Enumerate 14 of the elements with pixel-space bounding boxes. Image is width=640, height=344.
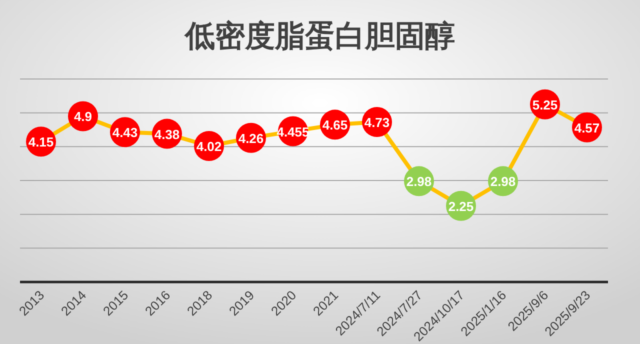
data-label: 4.65 [322, 118, 348, 133]
data-label: 4.26 [238, 130, 264, 146]
data-label: 4.57 [574, 120, 600, 136]
data-label: 4.9 [74, 109, 92, 124]
data-label: 4.73 [364, 114, 390, 130]
data-label: 5.25 [532, 97, 558, 112]
data-label: 2.25 [448, 198, 474, 214]
chart-title: 低密度脂蛋白胆固醇 [184, 19, 455, 53]
data-label: 4.02 [196, 138, 222, 154]
data-label: 4.15 [28, 134, 54, 150]
data-label: 2.98 [490, 174, 516, 190]
data-label: 4.43 [112, 125, 138, 140]
data-label: 4.38 [154, 126, 180, 142]
data-label: 2.98 [406, 174, 432, 190]
